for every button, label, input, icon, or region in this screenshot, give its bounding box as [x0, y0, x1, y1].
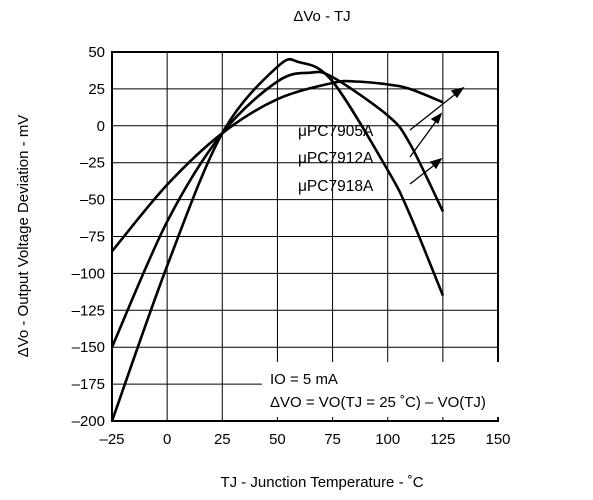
chart-title: ΔVo - TJ — [293, 8, 350, 25]
x-tick-label: 50 — [269, 431, 286, 448]
y-tick-label: –25 — [80, 155, 105, 172]
x-tick-label: 150 — [485, 431, 510, 448]
annotation-line-2: ΔVO = VO(TJ = 25 ˚C) – VO(TJ) — [270, 394, 486, 411]
arrow-7918a — [409, 162, 438, 185]
arrow-7905a-head — [450, 86, 465, 99]
x-tick-label: 125 — [430, 431, 455, 448]
y-tick-label: –175 — [72, 376, 105, 393]
y-tick-label: –200 — [72, 413, 105, 430]
x-tick-label: –25 — [99, 431, 124, 448]
x-tick-label: 100 — [375, 431, 400, 448]
y-tick-label: 50 — [88, 44, 105, 61]
y-tick-label: –150 — [72, 339, 105, 356]
x-tick-label: 25 — [214, 431, 231, 448]
annotation-line-1: IO = 5 mA — [270, 371, 338, 388]
x-tick-labels: –25 0 25 50 75 100 125 150 — [99, 431, 510, 448]
y-tick-label: –125 — [72, 302, 105, 319]
y-tick-label: –100 — [72, 265, 105, 282]
series-label-7918a: μPC7918A — [298, 178, 374, 195]
series-label-7905a: μPC7905A — [298, 123, 374, 140]
series-label-7912a: μPC7912A — [298, 150, 374, 167]
y-tick-labels: 50 25 0 –25 –50 –75 –100 –125 –150 –175 –200 — [72, 44, 105, 430]
series-line-0 — [110, 79, 444, 253]
plot-frame — [111, 51, 499, 422]
x-tick-label: 0 — [163, 431, 171, 448]
y-tick-label: –50 — [80, 192, 105, 209]
y-tick-label: 0 — [97, 118, 105, 135]
series-curves — [110, 57, 445, 422]
x-axis-label: TJ - Junction Temperature - ˚C — [220, 474, 423, 491]
arrow-7918a-head — [429, 157, 443, 170]
series-line-1 — [110, 70, 445, 348]
arrow-7912a-head — [430, 112, 443, 125]
series-arrows — [409, 86, 465, 185]
y-tick-label: –75 — [80, 229, 105, 246]
annotation-box — [262, 362, 568, 417]
arrow-7905a — [409, 91, 459, 131]
series-line-2 — [110, 57, 445, 422]
y-axis-label: ΔVo - Output Voltage Deviation - mV — [15, 115, 32, 358]
x-tick-label: 75 — [324, 431, 341, 448]
arrow-7912a — [409, 119, 438, 158]
y-tick-label: 25 — [88, 81, 105, 98]
